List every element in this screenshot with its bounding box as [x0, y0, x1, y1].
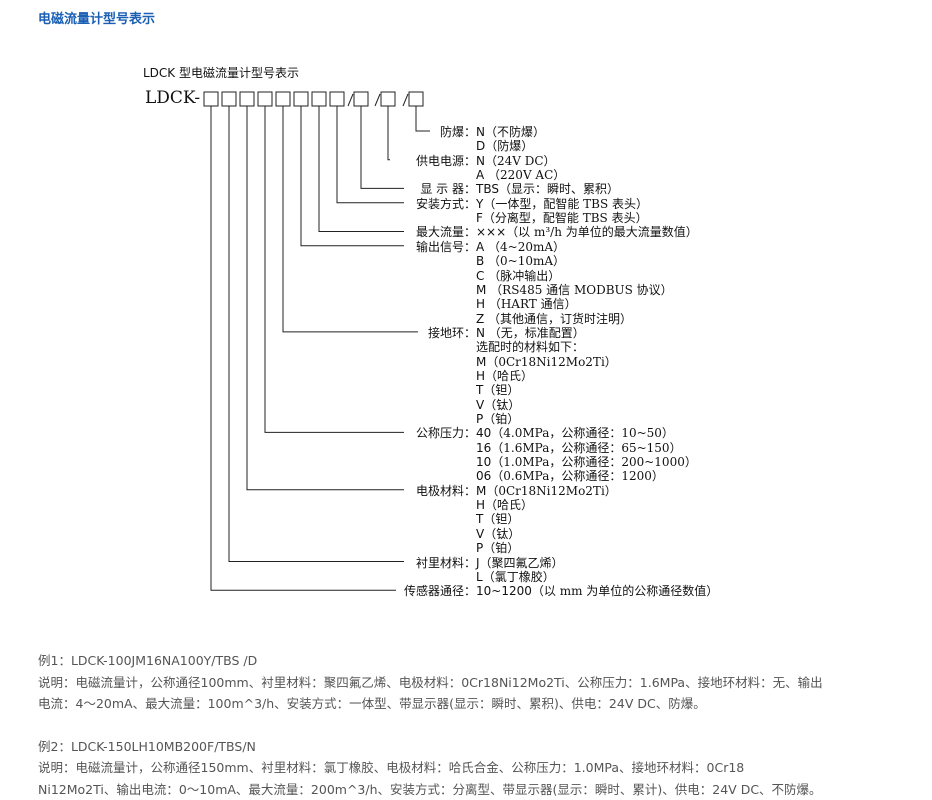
connector-line — [361, 106, 404, 188]
code-slot-box — [294, 92, 308, 106]
code-slot-box — [409, 92, 423, 106]
field-label: 衬里材料： — [356, 554, 476, 571]
example-2-desc-line2: Ni12Mo2Ti、输出电流：0～10mA、最大流量：200m^3/h、安装方式… — [38, 779, 823, 800]
code-slot-box — [222, 92, 236, 106]
code-slot-box — [381, 92, 395, 106]
example-1-title: 例1：LDCK-100JM16NA100Y/TBS /D — [38, 650, 823, 672]
field-label: 供电电源： — [356, 152, 476, 169]
slash-separator — [348, 94, 353, 106]
field-label: 电极材料： — [356, 482, 476, 499]
code-slot-box — [276, 92, 290, 106]
slash-separator — [375, 94, 380, 106]
option-description: （以 mm 为单位的公称通径数值） — [532, 584, 718, 598]
field-label: 传感器通径： — [356, 582, 476, 599]
field-label: 输出信号： — [356, 238, 476, 255]
code-slot-box — [240, 92, 254, 106]
field-label: 接地环： — [356, 324, 476, 341]
example-2-desc-line1: 说明：电磁流量计，公称通径150mm、衬里材料：氯丁橡胶、电极材料：哈氏合金、公… — [38, 757, 823, 779]
field-label: 公称压力： — [356, 424, 476, 441]
option-code: 10~1200 — [476, 584, 532, 598]
example-1-desc-line2: 电流：4～20mA、最大流量：100m^3/h、安装方式：一体型、带显示器(显示… — [38, 693, 823, 715]
code-slot-box — [312, 92, 326, 106]
field-option: 10~1200（以 mm 为单位的公称通径数值） — [476, 582, 718, 599]
example-1-desc-line1: 说明：电磁流量计，公称通径100mm、衬里材料：聚四氟乙烯、电极材料：0Cr18… — [38, 672, 823, 694]
field-label: 安装方式： — [356, 195, 476, 212]
model-code-diagram — [0, 0, 932, 640]
code-slot-box — [330, 92, 344, 106]
code-slot-box — [258, 92, 272, 106]
code-slot-box — [354, 92, 368, 106]
slash-separator — [403, 94, 408, 106]
code-slot-box — [204, 92, 218, 106]
connector-line — [211, 106, 396, 590]
examples: 例1：LDCK-100JM16NA100Y/TBS /D 说明：电磁流量计，公称… — [38, 650, 823, 800]
field-label: 防爆： — [356, 123, 476, 140]
example-2-title: 例2：LDCK-150LH10MB200F/TBS/N — [38, 736, 823, 758]
